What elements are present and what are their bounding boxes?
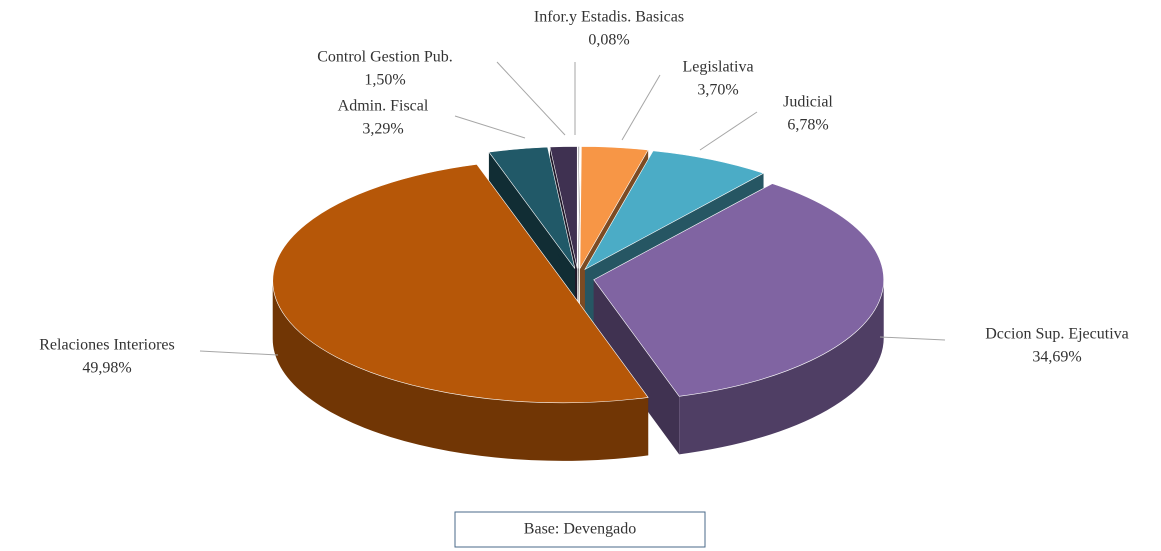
slice-label: Infor.y Estadis. Basicas [534, 9, 684, 26]
note-box [454, 511, 706, 548]
slice-value-label: 1,50% [364, 72, 405, 89]
slice-value-label: 0,08% [588, 32, 629, 49]
note: Base: Devengado [524, 521, 636, 538]
slice [488, 146, 576, 269]
leader-line [621, 74, 661, 141]
leader-line [496, 61, 566, 136]
slice-side [593, 279, 680, 455]
pie-tops [272, 146, 885, 404]
leader-line [199, 350, 279, 356]
slice-value-label: 49,98% [82, 360, 131, 377]
slice-value-label: 6,78% [787, 117, 828, 134]
leader-line [699, 111, 758, 151]
slice-label: Control Gestion Pub. [317, 49, 453, 66]
slice-value-label: 3,70% [697, 82, 738, 99]
slice-value-label: 3,29% [362, 121, 403, 138]
slice-label: Admin. Fiscal [338, 98, 429, 115]
slice-value-label: 34,69% [1032, 349, 1081, 366]
slice [577, 146, 580, 269]
slice-label: Judicial [783, 94, 833, 111]
slice [584, 150, 765, 271]
slice [272, 163, 649, 404]
slice-label: Dccion Sup. Ejecutiva [985, 326, 1129, 343]
slice-label: Relaciones Interiores [39, 337, 175, 354]
slice-label: Legislativa [682, 59, 753, 76]
slice [549, 146, 578, 269]
slice [593, 183, 885, 397]
slice-wall [272, 280, 649, 461]
slice-wall [679, 279, 884, 455]
leader-line [454, 115, 526, 139]
slice [579, 146, 649, 270]
leader-line [879, 336, 946, 341]
